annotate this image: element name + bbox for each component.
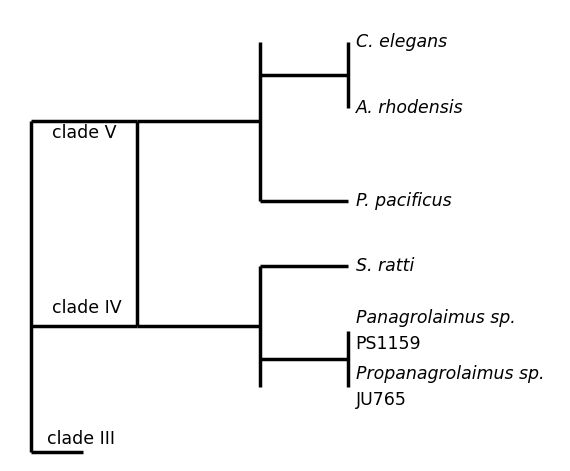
Text: C. elegans: C. elegans [356, 33, 447, 51]
Text: JU765: JU765 [356, 390, 406, 408]
Text: clade III: clade III [47, 430, 115, 448]
Text: S. ratti: S. ratti [356, 257, 414, 275]
Text: Panagrolaimus sp.: Panagrolaimus sp. [356, 309, 515, 327]
Text: P. pacificus: P. pacificus [356, 192, 451, 210]
Text: clade V: clade V [52, 124, 116, 142]
Text: Propanagrolaimus sp.: Propanagrolaimus sp. [356, 365, 544, 383]
Text: A. rhodensis: A. rhodensis [356, 98, 463, 116]
Text: PS1159: PS1159 [356, 335, 421, 353]
Text: clade IV: clade IV [52, 299, 121, 317]
